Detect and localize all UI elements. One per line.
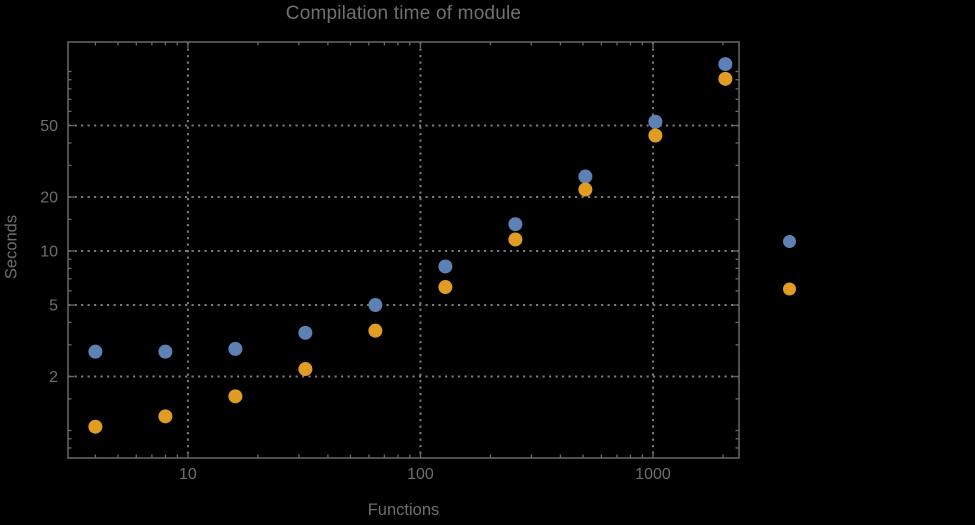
- y-tick-label: 20: [40, 189, 58, 206]
- plot-frame: [67, 41, 740, 459]
- y-tick-label: 2: [49, 369, 58, 386]
- data-point-series-2: [718, 71, 733, 86]
- data-point-series-1: [508, 217, 523, 232]
- data-point-series-2: [368, 323, 383, 338]
- y-axis-label: Seconds: [2, 214, 21, 280]
- data-point-series-2: [508, 232, 523, 247]
- x-axis-label: Functions: [367, 501, 440, 519]
- legend-marker: [783, 282, 796, 296]
- x-tick-label: 1000: [635, 466, 671, 483]
- y-tick-label: 50: [40, 118, 58, 135]
- data-point-series-1: [228, 341, 243, 356]
- legend-marker: [783, 235, 796, 248]
- data-point-series-1: [578, 169, 593, 184]
- x-tick-label: 10: [179, 466, 197, 483]
- y-tick-label: 10: [40, 244, 58, 261]
- data-point-series-1: [158, 344, 173, 359]
- data-point-series-1: [648, 114, 663, 129]
- data-point-series-2: [228, 389, 243, 404]
- y-tick-label: 5: [49, 298, 58, 315]
- data-point-series-2: [298, 362, 313, 377]
- data-point-series-1: [438, 259, 453, 274]
- chart-title: Compilation time of module: [285, 3, 522, 24]
- data-point-series-2: [88, 419, 103, 434]
- data-point-series-1: [718, 57, 733, 72]
- data-point-series-2: [648, 128, 663, 143]
- data-point-series-1: [368, 298, 383, 313]
- data-point-series-2: [578, 182, 593, 197]
- data-point-series-1: [298, 325, 313, 340]
- data-point-series-2: [438, 280, 453, 295]
- x-tick-label: 100: [407, 466, 434, 483]
- data-point-series-1: [88, 344, 103, 359]
- data-point-series-2: [158, 409, 173, 424]
